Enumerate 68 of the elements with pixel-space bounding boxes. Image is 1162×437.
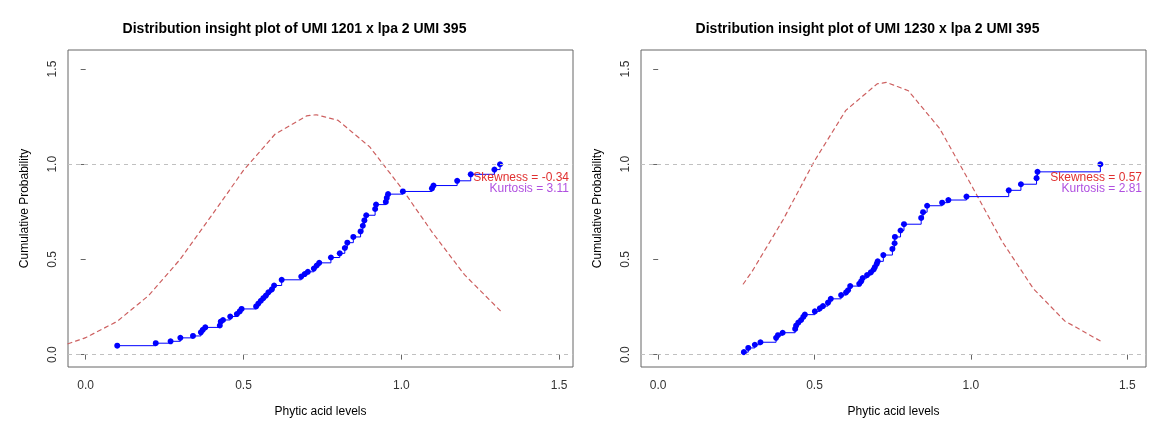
y-tick-label: 0.5: [618, 250, 632, 268]
point: [918, 214, 925, 221]
point: [399, 188, 406, 195]
x-tick-label: 1.5: [550, 378, 568, 392]
point: [454, 177, 461, 184]
point: [779, 329, 786, 336]
point: [939, 199, 946, 206]
x-tick-label: 1.5: [1118, 378, 1136, 392]
point: [891, 240, 898, 247]
point: [891, 233, 898, 240]
point: [336, 250, 343, 257]
point: [350, 233, 357, 240]
point: [847, 283, 854, 290]
point: [327, 254, 334, 261]
point: [740, 349, 747, 356]
point: [363, 212, 370, 219]
y-tick-label: 0.0: [618, 345, 632, 363]
point: [152, 340, 159, 347]
point: [924, 202, 931, 209]
point: [963, 193, 970, 200]
point: [114, 342, 121, 349]
point: [1017, 181, 1024, 188]
x-axis-title: Phytic acid levels: [847, 404, 940, 418]
point: [278, 276, 285, 283]
point: [811, 308, 818, 315]
x-axis-title: Phytic acid levels: [274, 404, 367, 418]
point: [359, 222, 366, 229]
point: [271, 282, 278, 289]
point: [880, 252, 887, 259]
point: [920, 209, 927, 216]
x-tick-label: 1.0: [392, 378, 410, 392]
point: [897, 227, 904, 234]
point: [1033, 175, 1040, 182]
y-axis-title: Cumulative Probability: [590, 148, 604, 269]
point: [167, 338, 174, 345]
x-tick-label: 0.0: [77, 378, 95, 392]
point: [745, 344, 752, 351]
point: [1034, 168, 1041, 175]
point: [341, 245, 348, 251]
point: [751, 341, 758, 348]
y-tick-label: 1.5: [45, 60, 59, 78]
y-tick-label: 1.5: [618, 60, 632, 78]
point: [838, 292, 845, 299]
x-tick-label: 0.5: [806, 378, 824, 392]
line-series: [742, 81, 1103, 343]
chart-title: Distribution insight plot of UMI 1230 x lpa 2 UMI 395: [695, 20, 1040, 36]
point: [945, 197, 952, 204]
point: [467, 171, 474, 178]
point: [1005, 187, 1012, 194]
point: [189, 332, 196, 339]
point: [757, 339, 764, 346]
x-tick-label: 0.5: [235, 378, 253, 392]
point: [373, 201, 380, 208]
point: [227, 313, 234, 320]
point: [889, 245, 896, 252]
point: [827, 295, 834, 302]
point: [177, 334, 184, 341]
point: [357, 228, 364, 235]
point: [900, 221, 907, 228]
y-tick-label: 1.0: [45, 155, 59, 173]
y-axis-title: Cumulative Probability: [17, 148, 31, 269]
y-tick-label: 0.0: [45, 345, 59, 363]
y-tick-label: 0.5: [45, 250, 59, 268]
x-tick-label: 1.0: [962, 378, 980, 392]
x-tick-label: 0.0: [649, 378, 667, 392]
y-tick-label: 1.0: [618, 155, 632, 173]
chart-title: Distribution insight plot of UMI 1201 x lpa 2 UMI 395: [122, 20, 467, 36]
point: [344, 239, 351, 246]
